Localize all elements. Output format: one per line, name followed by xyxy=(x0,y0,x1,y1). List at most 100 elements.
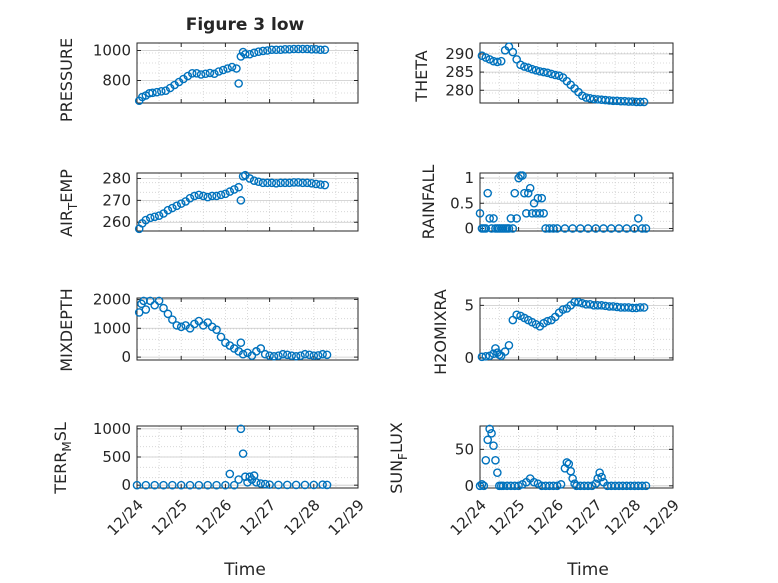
y-tick-label: 0 xyxy=(121,348,131,366)
axes-box xyxy=(479,297,674,361)
data-point xyxy=(520,188,529,198)
data-point xyxy=(479,481,489,491)
data-point xyxy=(531,65,541,75)
data-point xyxy=(493,468,502,477)
data-point xyxy=(633,214,643,223)
data-point xyxy=(300,480,310,490)
data-point xyxy=(225,187,235,196)
data-point xyxy=(236,338,246,347)
data-point xyxy=(223,64,232,73)
data-point xyxy=(201,69,210,79)
data-point xyxy=(185,193,195,203)
y-tick-label: 285 xyxy=(445,63,474,81)
data-point xyxy=(269,351,279,361)
data-point xyxy=(271,45,281,55)
data-point xyxy=(547,69,556,79)
data-point xyxy=(234,79,243,88)
data-point xyxy=(512,310,521,320)
data-point xyxy=(535,67,545,76)
y-tick-label: 800 xyxy=(102,72,131,90)
data-point xyxy=(150,480,159,490)
data-point xyxy=(506,214,516,223)
data-point xyxy=(254,47,263,57)
data-point xyxy=(280,45,290,54)
data-point xyxy=(194,480,204,490)
data-point xyxy=(157,87,166,96)
data-point xyxy=(236,52,246,61)
data-point xyxy=(141,215,151,225)
y-tick-label: 280 xyxy=(445,81,474,99)
y-tick-label: 0.5 xyxy=(450,194,474,212)
data-point xyxy=(249,176,259,185)
data-point xyxy=(307,45,316,54)
data-point xyxy=(539,209,548,218)
y-axis-label: H2OMIXRA xyxy=(431,289,450,375)
data-point xyxy=(311,179,321,189)
data-point xyxy=(558,305,568,314)
data-point xyxy=(523,63,533,73)
data-point xyxy=(291,351,301,361)
data-point xyxy=(176,199,186,208)
data-point xyxy=(176,322,186,332)
data-point xyxy=(227,62,237,72)
data-point xyxy=(210,69,219,79)
data-point xyxy=(285,178,294,188)
pressure-panel: 800 1000 PRESSURE xyxy=(57,38,359,122)
data-point xyxy=(154,296,164,306)
data-point xyxy=(302,44,312,54)
series-markers xyxy=(134,296,332,361)
data-point xyxy=(154,211,164,220)
data-point xyxy=(278,349,288,359)
data-point xyxy=(145,213,155,223)
data-point xyxy=(243,478,252,487)
data-point xyxy=(205,68,215,78)
data-point xyxy=(236,424,246,434)
y-tick-label: 0 xyxy=(464,219,474,237)
data-point xyxy=(276,45,285,55)
data-point xyxy=(489,349,498,358)
data-point xyxy=(256,344,266,353)
data-point xyxy=(512,214,521,223)
data-point xyxy=(185,480,195,490)
data-point xyxy=(172,321,182,330)
data-point xyxy=(550,70,560,80)
series-markers xyxy=(477,297,649,362)
data-point xyxy=(493,57,502,67)
data-point xyxy=(276,178,285,188)
data-point xyxy=(481,352,491,361)
y-tick-label: 2000 xyxy=(93,290,131,308)
data-point xyxy=(500,347,510,356)
data-point xyxy=(274,480,283,490)
data-point xyxy=(152,87,162,97)
data-point xyxy=(258,178,268,188)
data-point xyxy=(523,188,533,198)
data-point xyxy=(271,178,281,188)
data-point xyxy=(320,45,330,55)
y-tick-label: 5 xyxy=(464,296,474,314)
data-point xyxy=(289,178,299,187)
data-point xyxy=(150,212,159,222)
data-point xyxy=(591,479,601,488)
y-axis-label: RAINFALL xyxy=(419,165,438,240)
data-point xyxy=(194,316,204,326)
grid xyxy=(137,298,358,360)
data-point xyxy=(489,214,498,223)
air-temp-panel: 260 270 280 AIRTEMP xyxy=(57,169,359,237)
data-point xyxy=(549,224,558,233)
data-point xyxy=(145,296,155,306)
data-point xyxy=(525,183,535,193)
data-point xyxy=(477,480,487,489)
series-markers xyxy=(477,42,649,107)
data-point xyxy=(637,224,647,233)
data-point xyxy=(309,351,319,360)
data-point xyxy=(265,480,274,489)
data-point xyxy=(529,477,539,487)
data-point xyxy=(168,315,177,324)
y-tick-label: 260 xyxy=(102,213,131,231)
data-point xyxy=(300,349,310,359)
figure-title: Figure 3 low xyxy=(186,15,305,35)
data-point xyxy=(185,323,195,333)
data-point xyxy=(263,178,272,188)
data-point xyxy=(485,214,494,223)
axes-box xyxy=(479,425,674,489)
